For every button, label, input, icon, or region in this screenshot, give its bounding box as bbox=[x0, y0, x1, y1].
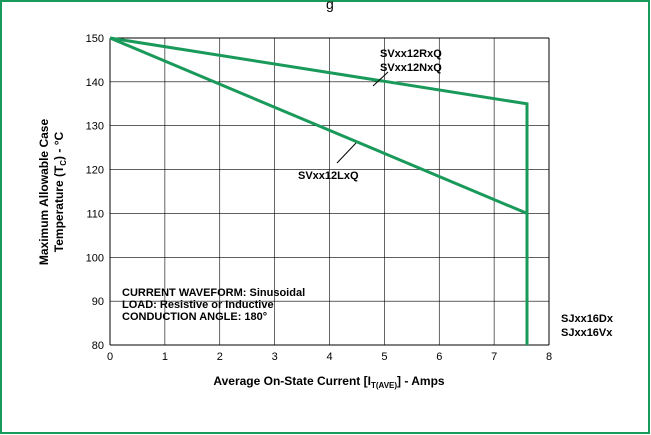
condition-load: LOAD: Resistive or Inductive bbox=[122, 299, 274, 311]
condition-waveform: CURRENT WAVEFORM: Sinusoidal bbox=[122, 287, 305, 299]
x-tick-label: 6 bbox=[436, 351, 442, 363]
y-tick-label: 150 bbox=[86, 33, 104, 45]
y-tick-label: 90 bbox=[92, 296, 104, 308]
x-axis-title: Average On-State Current [IT(AVE)] - Amp… bbox=[213, 374, 445, 390]
x-tick-label: 4 bbox=[326, 351, 332, 363]
y-tick-label: 120 bbox=[86, 165, 104, 177]
y-tick-label: 110 bbox=[86, 208, 104, 220]
x-axis-title-suffix: ] - Amps bbox=[397, 374, 445, 388]
x-tick-label: 2 bbox=[217, 351, 223, 363]
y-tick-label: 140 bbox=[86, 77, 104, 89]
y-tick-label: 80 bbox=[92, 340, 104, 352]
y-tick-label: 130 bbox=[86, 121, 104, 133]
tick-labels: 0 1 2 3 4 5 6 7 8 80 90 100 110 120 130 140 150 bbox=[86, 33, 552, 363]
y-axis-title-line1: Maximum Allowable Case bbox=[37, 119, 51, 266]
y-tick-label: 100 bbox=[86, 252, 104, 264]
upper-label-pointer bbox=[372, 71, 389, 87]
y-axis-title-line2-main: Temperature (T bbox=[52, 165, 66, 252]
label-sjxx16dx: SJxx16Dx bbox=[561, 313, 614, 325]
x-tick-label: 7 bbox=[491, 351, 497, 363]
x-axis-title-main: Average On-State Current [I bbox=[213, 374, 371, 388]
label-sjxx16vx: SJxx16Vx bbox=[561, 327, 613, 339]
x-tick-label: 0 bbox=[107, 351, 113, 363]
top-title-fragment: g bbox=[326, 0, 334, 12]
series-line-2 bbox=[109, 36, 529, 345]
x-tick-label: 3 bbox=[272, 351, 278, 363]
label-svxx12rxq: SVxx12RxQ bbox=[380, 48, 442, 60]
y-axis-title-line2: Temperature (TC) - °C bbox=[52, 131, 68, 252]
x-tick-label: 8 bbox=[546, 351, 552, 363]
label-svxx12nxq: SVxx12NxQ bbox=[380, 62, 442, 74]
condition-angle: CONDUCTION ANGLE: 180° bbox=[122, 311, 267, 323]
series-lines bbox=[109, 36, 529, 345]
x-tick-label: 5 bbox=[381, 351, 387, 363]
grid bbox=[109, 37, 550, 346]
x-axis-title-sub: T(AVE) bbox=[371, 381, 397, 390]
label-svxx12lxq: SVxx12LxQ bbox=[298, 170, 359, 182]
x-tick-label: 1 bbox=[162, 351, 168, 363]
lower-label-pointer bbox=[336, 142, 357, 164]
y-axis-title-line2-sub: C bbox=[59, 160, 68, 166]
y-axis-title-line2-suffix: ) - °C bbox=[52, 131, 66, 159]
